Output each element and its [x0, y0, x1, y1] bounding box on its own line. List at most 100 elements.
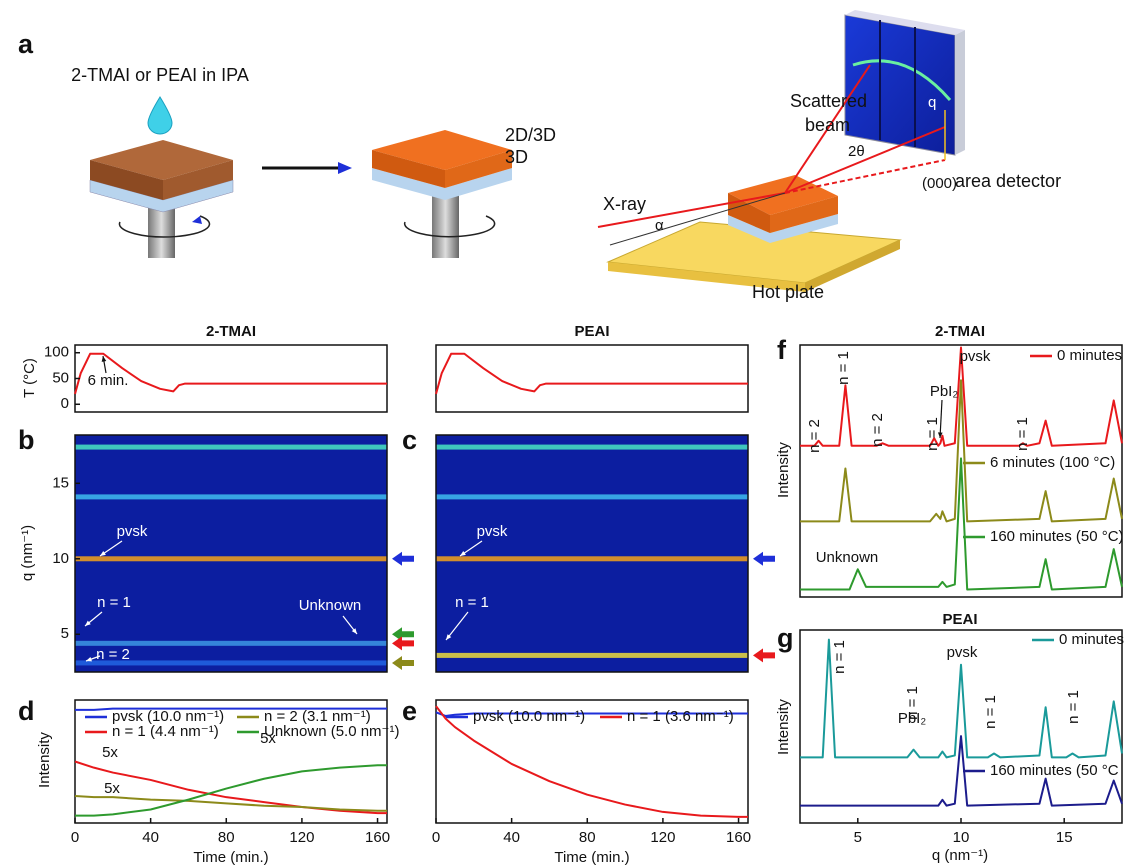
- y-tick-label: 100: [44, 344, 69, 361]
- x-tick-label: 120: [650, 829, 675, 846]
- heatmap-band: [75, 494, 387, 499]
- annotation: n = 1: [1065, 690, 1082, 724]
- peak-arrow: [392, 552, 414, 566]
- chart: 0 minutes6 minutes (100 °C)160 minutes (…: [775, 323, 1124, 597]
- annotation: n = 1: [831, 640, 848, 674]
- panel-label: e: [402, 696, 417, 726]
- panel-label: b: [18, 425, 35, 455]
- legend-label: pvsk (10.0 nm⁻¹): [473, 708, 585, 725]
- layer-label: 2D/3D: [505, 125, 556, 145]
- chart: pvsk (10.0 nm⁻¹) n = 1 (3.6 nm⁻¹) 0 40 80 120…: [432, 700, 751, 866]
- droplet: [148, 97, 172, 134]
- annotation: n = 1: [1014, 417, 1031, 451]
- x-tick-label: 0: [71, 829, 79, 846]
- chart-title: PEAI: [942, 611, 977, 628]
- heatmap-background: [436, 435, 748, 672]
- annotation: 5x: [104, 780, 120, 797]
- beam-label: Scattered: [790, 91, 867, 111]
- x-tick-label: 40: [503, 829, 520, 846]
- x-tick-label: 0: [432, 829, 440, 846]
- peak-arrow: [753, 648, 775, 662]
- process-arrow-head: [338, 162, 352, 174]
- annotation: n = 1: [835, 351, 852, 385]
- panel-label: f: [777, 335, 787, 365]
- origin-label: (000): [922, 175, 957, 192]
- y-axis-label: T (°C): [21, 358, 38, 398]
- annotation: n = 1: [924, 417, 941, 451]
- legend-label: n = 1 (3.6 nm⁻¹): [627, 708, 734, 725]
- y-axis-label: Intensity: [775, 442, 792, 498]
- beam-label: beam: [805, 115, 850, 135]
- detector-side: [955, 30, 965, 155]
- heatmap-background: [75, 435, 387, 672]
- heatmap-band: [75, 556, 387, 561]
- annotation: 6 min.: [88, 372, 129, 389]
- legend-label: Unknown (5.0 nm⁻¹): [264, 723, 399, 740]
- chuck: [432, 195, 459, 258]
- detector: [845, 15, 955, 155]
- x-axis-label: q (nm⁻¹): [932, 847, 988, 864]
- legend-label: 0 minutes: [1059, 631, 1124, 648]
- annotation: n = 1: [982, 695, 999, 729]
- annotation: n = 1: [455, 594, 489, 611]
- angle-label: 2θ: [848, 143, 865, 160]
- panel-label: a: [18, 29, 34, 59]
- series-line: [800, 458, 1122, 589]
- peak-arrow: [753, 552, 775, 566]
- heatmap-band: [436, 494, 748, 499]
- annotation: Unknown: [816, 549, 879, 566]
- heatmap-band: [436, 556, 748, 561]
- annotation: n = 2: [806, 419, 823, 453]
- x-tick-label: 10: [953, 829, 970, 846]
- x-tick-label: 160: [726, 829, 751, 846]
- solution-label: 2-TMAI or PEAI in IPA: [71, 65, 249, 85]
- heatmap-band: [75, 445, 387, 450]
- chart: PEAI: [436, 323, 748, 412]
- annotation: 5x: [102, 744, 118, 761]
- chart: 0 minutes160 minutes (50 °C51015PEAIInte…: [775, 611, 1124, 864]
- x-axis-label: Time (min.): [554, 849, 629, 866]
- chart-title: 2-TMAI: [935, 323, 985, 340]
- x-tick-label: 5: [854, 829, 862, 846]
- xray-label: X-ray: [603, 194, 646, 214]
- direct-beam: [785, 160, 945, 193]
- x-tick-label: 80: [218, 829, 235, 846]
- annotation: n = 2: [96, 646, 130, 663]
- y-tick-label: 0: [61, 395, 69, 412]
- rotation-head: [192, 216, 202, 224]
- series-line: [800, 380, 1122, 521]
- y-tick-label: 5: [61, 625, 69, 642]
- chart: pvsk n = 1: [436, 435, 775, 672]
- panel-label: d: [18, 696, 35, 726]
- x-tick-label: 80: [579, 829, 596, 846]
- chart-title: PEAI: [574, 323, 609, 340]
- q-label: q: [928, 94, 936, 111]
- chart: pvsk (10.0 nm⁻¹)n = 1 (4.4 nm⁻¹)n = 2 (3…: [36, 700, 400, 866]
- annotation: PbI₂: [930, 383, 959, 400]
- x-tick-label: 15: [1056, 829, 1073, 846]
- y-tick-label: 15: [52, 474, 69, 491]
- annotation: 5x: [260, 730, 276, 747]
- plot-frame: [436, 345, 748, 412]
- y-axis-label: Intensity: [775, 699, 792, 755]
- alpha-label: α: [655, 217, 664, 234]
- heatmap-band: [436, 653, 748, 658]
- annotation: PbI₂: [898, 710, 927, 727]
- chart-title: 2-TMAI: [206, 323, 256, 340]
- annotation: n = 1: [97, 594, 131, 611]
- annotation: pvsk: [477, 523, 508, 540]
- x-tick-label: 160: [365, 829, 390, 846]
- annotation: Unknown: [299, 597, 362, 614]
- series-line: [436, 354, 748, 394]
- heatmap-band: [436, 445, 748, 450]
- legend-label: 0 minutes: [1057, 347, 1122, 364]
- annotation: n = 2: [869, 413, 886, 447]
- y-axis-label: q (nm⁻¹): [19, 525, 36, 581]
- layer-label: 3D: [505, 147, 528, 167]
- x-tick-label: 40: [142, 829, 159, 846]
- detector-label: area detector: [955, 171, 1061, 191]
- hot-plate-label: Hot plate: [752, 282, 824, 302]
- panel-label: g: [777, 623, 794, 653]
